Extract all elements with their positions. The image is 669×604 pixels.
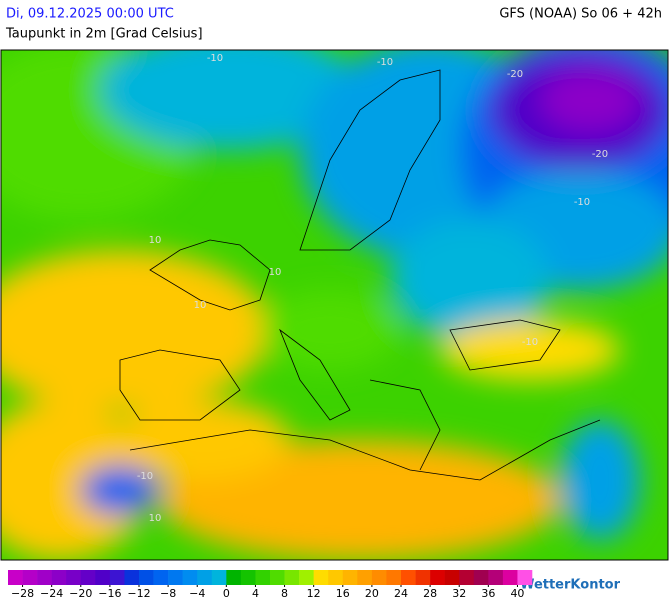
colorbar-swatch bbox=[371, 570, 387, 585]
colorbar-swatch bbox=[386, 570, 402, 585]
colorbar-label: −8 bbox=[160, 587, 176, 600]
colorbar-label: 24 bbox=[394, 587, 408, 600]
datetime: Di, 09.12.2025 00:00 UTC bbox=[6, 7, 174, 22]
colorbar-swatch bbox=[444, 570, 460, 585]
contour-label: -20 bbox=[592, 149, 608, 160]
colorbar-swatch bbox=[357, 570, 373, 585]
colorbar-swatch bbox=[270, 570, 285, 585]
colorbar-swatch bbox=[80, 570, 96, 585]
colorbar-swatch bbox=[168, 570, 183, 585]
colorbar-swatch bbox=[226, 570, 242, 585]
colorbar-swatch bbox=[153, 570, 169, 585]
colorbar-label: −20 bbox=[69, 587, 92, 600]
colorbar-swatch bbox=[284, 570, 300, 585]
colorbar-swatch bbox=[473, 570, 489, 585]
colorbar-swatch bbox=[95, 570, 111, 585]
parameter: Taupunkt in 2m [Grad Celsius] bbox=[5, 27, 203, 42]
contour-label: -10 bbox=[522, 337, 538, 348]
colorbar-swatch bbox=[502, 570, 518, 585]
colorbar-swatch bbox=[197, 570, 213, 585]
colorbar-swatch bbox=[328, 570, 344, 585]
contour-label: 10 bbox=[149, 513, 162, 524]
colorbar-swatch bbox=[211, 570, 227, 585]
colorbar-label: 36 bbox=[481, 587, 495, 600]
colorbar-label: −24 bbox=[40, 587, 63, 600]
colorbar-swatch bbox=[401, 570, 416, 585]
colorbar-swatch bbox=[342, 570, 358, 585]
contour-label: 10 bbox=[149, 235, 162, 246]
colorbar-swatch bbox=[66, 570, 82, 585]
colorbar-swatch bbox=[139, 570, 154, 585]
contour-label: -20 bbox=[507, 69, 523, 80]
colorbar-swatch bbox=[488, 570, 504, 585]
colorbar-swatch bbox=[51, 570, 67, 585]
colorbar-label: 4 bbox=[252, 587, 259, 600]
colorbar-swatch bbox=[22, 570, 38, 585]
map-frame bbox=[0, 49, 669, 561]
colorbar-swatch bbox=[124, 570, 140, 585]
map bbox=[1, 50, 668, 560]
colorbar-label: 28 bbox=[423, 587, 437, 600]
colorbar-swatch bbox=[459, 570, 475, 585]
colorbar-swatch bbox=[182, 570, 198, 585]
colorbar-label: −28 bbox=[11, 587, 34, 600]
model-run: GFS (NOAA) So 06 + 42h bbox=[499, 7, 662, 22]
colorbar-label: −4 bbox=[189, 587, 205, 600]
colorbar-label: 12 bbox=[307, 587, 321, 600]
colorbar-swatch bbox=[517, 570, 533, 585]
colorbar-label: 16 bbox=[336, 587, 350, 600]
colorbar-label: −12 bbox=[127, 587, 150, 600]
contour-label: -10 bbox=[574, 197, 590, 208]
colorbar-label: 32 bbox=[452, 587, 466, 600]
colorbar-swatch bbox=[8, 570, 23, 585]
colorbar-swatch bbox=[415, 570, 431, 585]
colorbar-label: 8 bbox=[281, 587, 288, 600]
colorbar-swatch bbox=[430, 570, 445, 585]
contour-label: -10 bbox=[377, 57, 393, 68]
colorbar-label: 40 bbox=[510, 587, 524, 600]
colorbar-label: 20 bbox=[365, 587, 379, 600]
colorbar-label: 0 bbox=[223, 587, 230, 600]
contour-label: -10 bbox=[137, 471, 153, 482]
colorbar-swatch bbox=[255, 570, 271, 585]
colorbar-swatch bbox=[109, 570, 125, 585]
contour-label: -10 bbox=[207, 53, 223, 64]
colorbar-swatch bbox=[240, 570, 256, 585]
coastlines bbox=[119, 69, 601, 481]
colorbar-label: −16 bbox=[98, 587, 121, 600]
colorbar-swatch bbox=[37, 570, 52, 585]
contour-label: 10 bbox=[269, 267, 282, 278]
colorbar-swatch bbox=[299, 570, 314, 585]
brand: WetterKontor bbox=[520, 578, 621, 593]
contour-label: 10 bbox=[194, 300, 207, 311]
colorbar-swatch bbox=[313, 570, 329, 585]
